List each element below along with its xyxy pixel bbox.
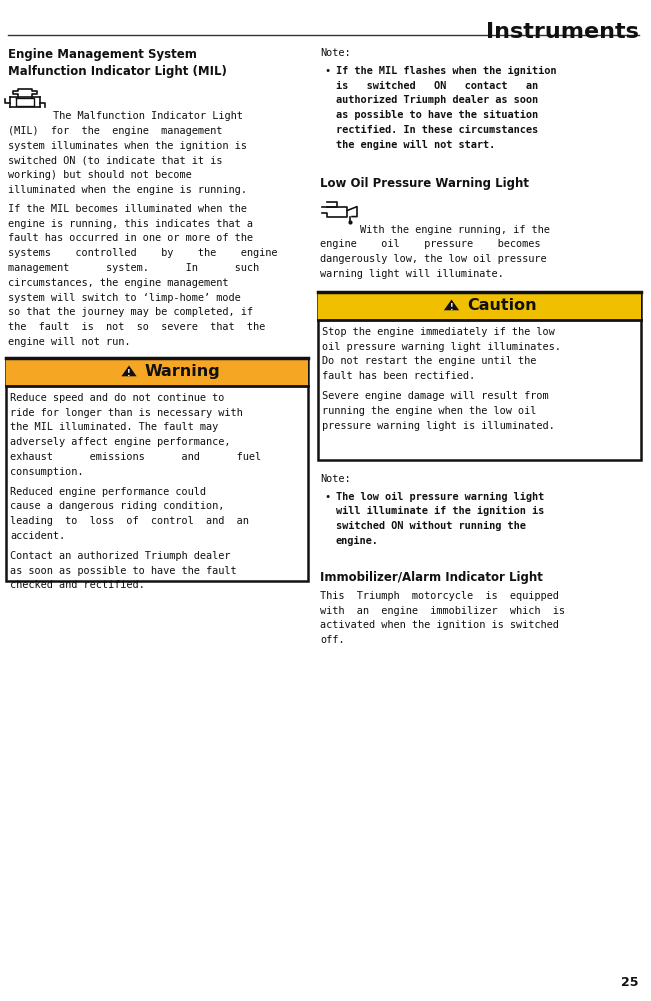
Text: This  Triumph  motorcycle  is  equipped: This Triumph motorcycle is equipped [320,591,559,601]
Text: as soon as possible to have the fault: as soon as possible to have the fault [10,566,236,576]
Text: leading  to  loss  of  control  and  an: leading to loss of control and an [10,517,249,527]
Text: the MIL illuminated. The fault may: the MIL illuminated. The fault may [10,422,218,432]
Text: •: • [324,491,330,502]
Text: Do not restart the engine until the: Do not restart the engine until the [322,356,536,366]
Text: illuminated when the engine is running.: illuminated when the engine is running. [8,185,247,195]
Text: will illuminate if the ignition is: will illuminate if the ignition is [336,507,544,517]
Text: Reduce speed and do not continue to: Reduce speed and do not continue to [10,392,225,402]
Text: Severe engine damage will result from: Severe engine damage will result from [322,391,549,401]
Text: system will switch to ‘limp-home’ mode: system will switch to ‘limp-home’ mode [8,292,241,302]
Text: If the MIL becomes illuminated when the: If the MIL becomes illuminated when the [8,204,247,214]
Text: Low Oil Pressure Warning Light: Low Oil Pressure Warning Light [320,176,529,189]
Bar [318,292,641,459]
Text: Engine Management System: Engine Management System [8,48,197,61]
Text: 25: 25 [622,976,639,989]
Text: rectified. In these circumstances: rectified. In these circumstances [336,125,538,135]
Polygon shape [121,365,137,376]
Text: adversely affect engine performance,: adversely affect engine performance, [10,437,230,447]
Text: oil pressure warning light illuminates.: oil pressure warning light illuminates. [322,341,561,351]
Text: is   switched   ON   contact   an: is switched ON contact an [336,81,538,91]
Text: with  an  engine  immobilizer  which  is: with an engine immobilizer which is [320,606,565,616]
Text: With the engine running, if the: With the engine running, if the [360,224,550,234]
Text: checked and rectified.: checked and rectified. [10,581,145,591]
Text: engine.: engine. [336,536,379,546]
Text: switched ON without running the: switched ON without running the [336,522,526,532]
Text: The low oil pressure warning light: The low oil pressure warning light [336,491,544,502]
Text: dangerously low, the low oil pressure: dangerously low, the low oil pressure [320,254,547,264]
Text: warning light will illuminate.: warning light will illuminate. [320,269,504,279]
Text: If the MIL flashes when the ignition: If the MIL flashes when the ignition [336,66,557,76]
Text: Immobilizer/Alarm Indicator Light: Immobilizer/Alarm Indicator Light [320,571,543,584]
Text: system illuminates when the ignition is: system illuminates when the ignition is [8,140,247,150]
Text: exhaust      emissions      and      fuel: exhaust emissions and fuel [10,452,261,462]
Bar [6,357,308,581]
Text: cause a dangerous riding condition,: cause a dangerous riding condition, [10,502,225,512]
Text: Instruments: Instruments [486,22,639,42]
Text: running the engine when the low oil: running the engine when the low oil [322,405,536,415]
Text: engine    oil    pressure    becomes: engine oil pressure becomes [320,239,540,249]
Text: pressure warning light is illuminated.: pressure warning light is illuminated. [322,420,555,430]
Text: The Malfunction Indicator Light: The Malfunction Indicator Light [53,111,243,121]
Text: Note:: Note: [320,48,351,58]
Text: circumstances, the engine management: circumstances, the engine management [8,278,229,288]
Text: consumption.: consumption. [10,466,83,476]
Text: management      system.      In      such: management system. In such [8,263,259,273]
Text: Reduced engine performance could: Reduced engine performance could [10,486,206,496]
Text: •: • [324,66,330,76]
Text: so that the journey may be completed, if: so that the journey may be completed, if [8,307,253,317]
Text: systems    controlled    by    the    engine: systems controlled by the engine [8,248,277,258]
Text: the  fault  is  not  so  severe  that  the: the fault is not so severe that the [8,322,265,332]
Text: fault has been rectified.: fault has been rectified. [322,371,475,381]
Text: ride for longer than is necessary with: ride for longer than is necessary with [10,407,243,417]
Text: activated when the ignition is switched: activated when the ignition is switched [320,621,559,631]
Text: authorized Triumph dealer as soon: authorized Triumph dealer as soon [336,95,538,105]
Text: fault has occurred in one or more of the: fault has occurred in one or more of the [8,233,253,243]
Text: engine will not run.: engine will not run. [8,337,130,347]
Text: the engine will not start.: the engine will not start. [336,140,495,150]
Bar [318,292,641,319]
Text: !: ! [127,368,131,377]
Text: as possible to have the situation: as possible to have the situation [336,110,538,120]
Text: Caution: Caution [467,298,537,313]
Text: switched ON (to indicate that it is: switched ON (to indicate that it is [8,155,223,165]
Text: off.: off. [320,636,344,646]
Polygon shape [444,299,459,310]
Bar [6,357,308,385]
Text: working) but should not become: working) but should not become [8,170,192,180]
Text: accident.: accident. [10,531,65,541]
Text: (MIL)  for  the  engine  management: (MIL) for the engine management [8,126,223,136]
Text: Stop the engine immediately if the low: Stop the engine immediately if the low [322,326,555,336]
Text: Warning: Warning [145,364,221,379]
Text: !: ! [450,302,453,311]
Text: Contact an authorized Triumph dealer: Contact an authorized Triumph dealer [10,551,230,561]
Text: Note:: Note: [320,473,351,483]
Text: Malfunction Indicator Light (MIL): Malfunction Indicator Light (MIL) [8,65,227,78]
Text: engine is running, this indicates that a: engine is running, this indicates that a [8,218,253,228]
